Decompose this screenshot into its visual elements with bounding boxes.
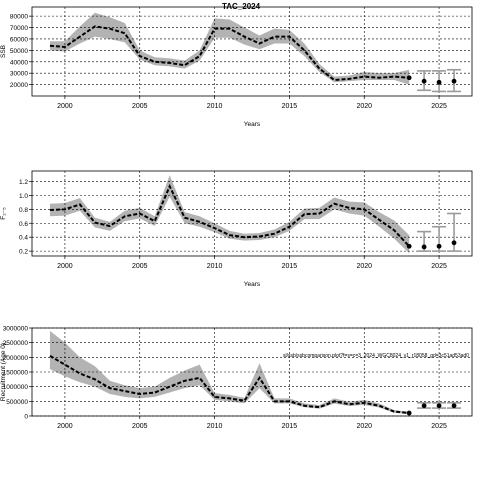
y-tick-label: 40000	[10, 59, 28, 66]
projection-point	[421, 403, 427, 409]
chart-panel-2: 2000 2005 2010 2015 2020 2025 0.2 0.4 0.6 0.8 1.0 1…	[0, 170, 473, 288]
x-tick-label: 2010	[207, 423, 223, 430]
confidence-band	[49, 12, 410, 85]
x-tick-label: 2010	[207, 103, 223, 110]
y-tick-label: 0.2	[19, 249, 28, 256]
x-tick-label: 2020	[356, 423, 372, 430]
y-tick-label: 2000000	[3, 355, 29, 362]
y-tick-label: 0.6	[19, 221, 28, 228]
x-tick-label: 2010	[207, 263, 223, 270]
x-axis-label: Years	[244, 281, 261, 288]
confidence-band	[49, 175, 410, 254]
projection-point	[451, 403, 457, 409]
y-tick-label: 80000	[10, 14, 28, 21]
x-tick-label: 2015	[282, 263, 298, 270]
y-tick-label: 0.8	[19, 207, 28, 214]
projection-point	[451, 78, 457, 84]
projection-point	[421, 244, 427, 250]
y-tick-label: 1000000	[3, 384, 29, 391]
estimate-line	[49, 355, 410, 415]
y-tick-label: 500000	[6, 399, 28, 406]
terminal-year-point	[406, 75, 412, 81]
x-tick-label: 2015	[282, 103, 298, 110]
x-tick-label: 2025	[431, 263, 447, 270]
y-axis-label: Recruitment (Age 0)	[0, 343, 7, 401]
y-tick-label: 1.0	[19, 193, 28, 200]
x-tick-label: 2000	[57, 103, 73, 110]
chart-title: TAC_2024	[222, 2, 261, 11]
plot-frame	[31, 6, 473, 97]
x-tick-label: 2025	[431, 423, 447, 430]
x-tick-label: 2005	[132, 263, 148, 270]
y-tick-label: 1500000	[3, 370, 29, 377]
y-tick-label: 20000	[10, 82, 28, 89]
y-tick-label: 70000	[10, 25, 28, 32]
terminal-year-point	[406, 243, 412, 249]
y-tick-label: 1.2	[19, 179, 28, 186]
y-tick-label: 3000000	[3, 326, 29, 333]
chart-panel-1: 2000 2005 2010 2015 2020 2025 20000 30000 40000 5…	[0, 6, 473, 128]
estimate-line	[49, 183, 410, 247]
x-tick-label: 2025	[431, 103, 447, 110]
projection-point	[436, 79, 442, 85]
x-axis-label: Years	[244, 121, 261, 128]
y-tick-label: 2500000	[3, 340, 29, 347]
x-tick-label: 2005	[132, 423, 148, 430]
y-tick-label: 60000	[10, 36, 28, 43]
projection-point	[436, 243, 442, 249]
watermark-text: sl/ssb/ssbcomparison.plot?f=s=c=3_2024_W…	[283, 353, 469, 359]
y-tick-label: 0.4	[19, 235, 28, 242]
projection-point	[436, 403, 442, 409]
terminal-year-point	[406, 410, 412, 416]
x-tick-label: 2005	[132, 103, 148, 110]
projection-point	[421, 78, 427, 84]
chart-panel-3: 2000 2005 2010 2015 2020 2025 0 500000 1000000 15…	[0, 326, 473, 430]
x-tick-label: 2020	[356, 103, 372, 110]
y-axis-label: SSB	[0, 45, 7, 58]
projection-point	[451, 240, 457, 246]
x-tick-label: 2000	[57, 263, 73, 270]
y-tick-label: 0	[24, 414, 28, 421]
x-tick-label: 2000	[57, 423, 73, 430]
estimate-line	[49, 25, 410, 82]
x-tick-label: 2020	[356, 263, 372, 270]
x-tick-label: 2015	[282, 423, 298, 430]
y-axis-label: F₂₋₅	[0, 207, 7, 220]
plot-frame	[31, 170, 473, 257]
y-tick-label: 50000	[10, 48, 28, 55]
y-tick-label: 30000	[10, 71, 28, 78]
